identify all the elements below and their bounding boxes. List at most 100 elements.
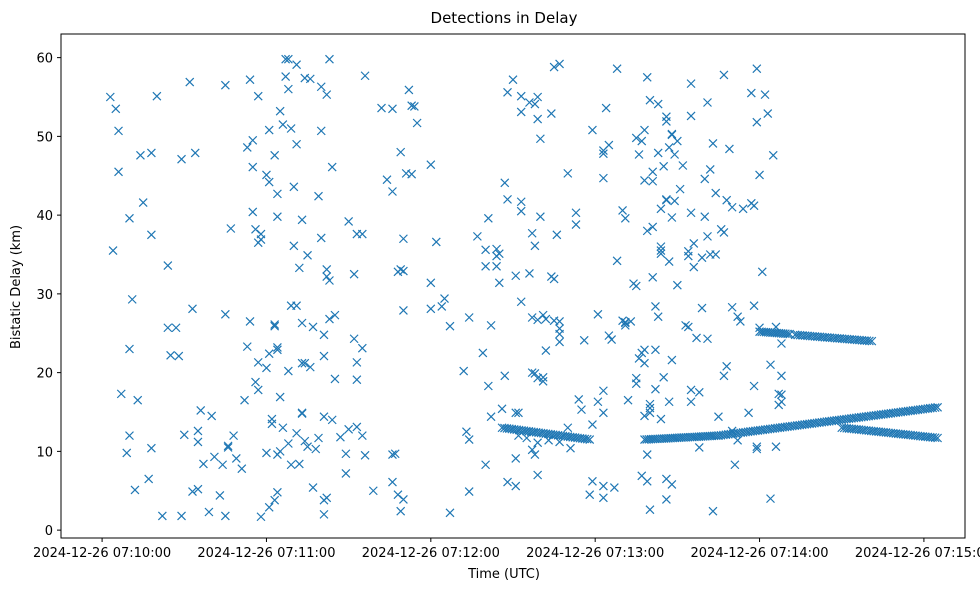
data-point [749,201,759,211]
data-point [272,212,282,222]
data-point [618,205,628,215]
data-point [349,269,359,279]
data-point [404,85,414,95]
data-point [188,304,197,314]
data-point [585,435,595,444]
data-point [659,161,669,171]
data-point [689,262,699,272]
data-point [511,481,521,491]
data-point [555,59,564,69]
data-point [541,346,551,355]
data-point [322,90,332,100]
data-point [719,70,729,80]
data-point [283,366,293,376]
data-point [409,102,419,111]
data-point [634,150,644,159]
data-point [360,71,370,81]
data-point [292,301,302,311]
data-point [264,502,274,512]
data-point [248,135,258,145]
data-point [708,139,718,148]
data-point [297,358,307,368]
data-point [166,350,176,360]
data-point [398,305,408,315]
data-point [464,487,474,496]
data-point [645,95,655,105]
data-point [514,431,523,441]
y-tick-label: 40 [36,209,53,224]
axis-ticks: 2024-12-26 07:10:00 2024-12-26 07:11:00 20… [33,52,980,561]
data-point [196,406,206,415]
data-point [388,477,397,487]
data-point [656,204,666,214]
data-point [637,136,647,146]
data-point [130,485,140,495]
data-point [598,481,608,491]
data-point [593,397,603,407]
data-point [651,302,660,311]
data-point [270,150,280,160]
data-point [746,88,756,98]
data-point [289,241,299,251]
data-point [322,265,332,274]
data-point [325,54,334,64]
data-point [525,98,534,107]
data-point [678,161,688,170]
data-point [300,358,310,368]
data-point [341,469,351,478]
data-point [220,309,230,319]
data-point [686,385,696,395]
data-point [494,249,504,259]
data-point [700,212,710,222]
data-point [722,361,732,371]
data-point [500,178,510,188]
data-point [209,452,219,462]
data-point [294,263,304,273]
data-point [527,445,537,455]
data-point [648,272,658,282]
data-point [305,74,315,84]
data-point [462,427,471,437]
data-point [492,261,501,271]
data-point [653,148,663,158]
data-point [549,274,559,284]
data-point [571,220,581,229]
data-point [642,226,652,236]
data-point [538,376,548,386]
data-point [738,204,748,214]
data-point [533,470,543,480]
data-point [535,212,545,222]
y-tick-label: 60 [36,52,53,67]
data-point [511,454,521,463]
data-point [314,191,323,201]
x-axis-label: Time (UTC) [467,567,540,582]
data-point [771,322,781,332]
data-point [459,366,469,376]
data-point [138,198,148,207]
data-point [651,345,660,355]
data-point [626,317,636,326]
data-point [177,154,186,164]
data-point [777,339,786,348]
data-point [262,448,271,458]
data-point [555,317,564,326]
data-point [527,313,537,322]
data-point [478,348,488,358]
data-point [492,244,501,254]
data-point [218,460,228,470]
data-point [755,323,764,333]
data-point [768,150,778,160]
data-point [297,215,307,225]
data-point [930,403,940,413]
data-point [612,256,622,266]
data-point [223,443,233,452]
y-axis-label: Bistatic Delay (km) [9,225,24,349]
data-point [174,351,184,361]
data-point [648,176,658,186]
data-point [352,422,362,432]
data-point [588,476,597,486]
data-point [193,426,203,436]
data-point [727,426,737,436]
data-point [733,312,743,322]
